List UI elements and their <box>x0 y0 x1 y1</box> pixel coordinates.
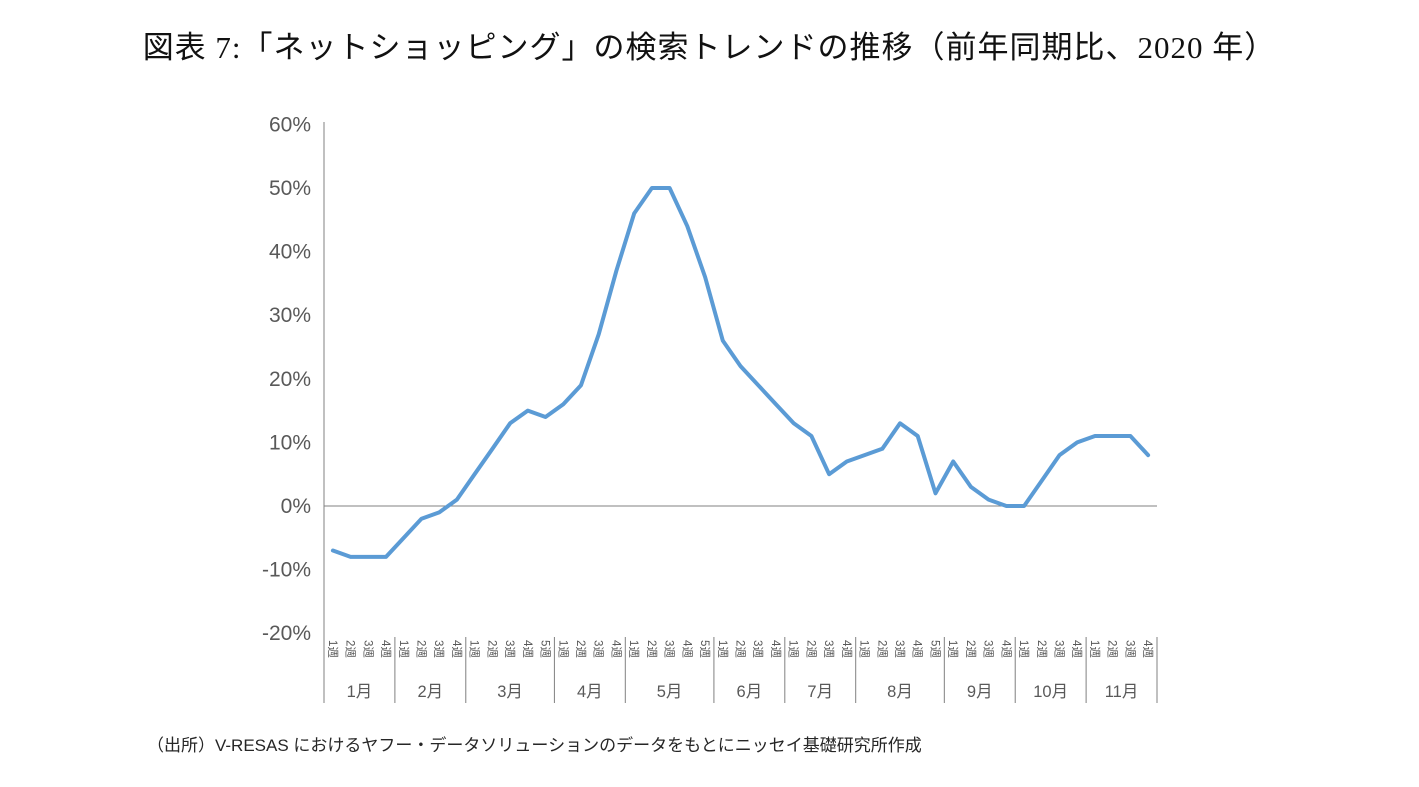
x-week-label: 4週 <box>609 640 622 658</box>
x-week-label: 2週 <box>1035 640 1048 658</box>
x-week-label: 2週 <box>574 640 587 658</box>
y-tick-label: 40% <box>269 241 311 264</box>
x-week-label: 4週 <box>521 640 534 658</box>
x-week-label: 1週 <box>627 640 640 658</box>
x-week-label: 3週 <box>1123 640 1136 658</box>
x-month-label: 9月 <box>967 683 993 701</box>
x-month-label: 7月 <box>807 683 833 701</box>
x-week-label: 4週 <box>911 640 924 658</box>
x-month-label: 2月 <box>417 683 443 701</box>
x-week-label: 3週 <box>982 640 995 658</box>
x-week-label: 2週 <box>875 640 888 658</box>
x-week-label: 2週 <box>414 640 427 658</box>
x-week-label: 1週 <box>946 640 959 658</box>
x-week-label: 1週 <box>468 640 481 658</box>
x-week-label: 3週 <box>592 640 605 658</box>
chart-title: 図表 7:「ネットショッピング」の検索トレンドの推移（前年同期比、2020 年） <box>142 30 1277 65</box>
x-month-label: 6月 <box>737 683 763 701</box>
x-month-label: 3月 <box>497 683 523 701</box>
x-week-label: 1週 <box>397 640 410 658</box>
y-tick-label: 50% <box>269 177 311 200</box>
x-week-label: 1週 <box>556 640 569 658</box>
x-week-label: 1週 <box>1017 640 1030 658</box>
x-week-label: 5週 <box>928 640 941 658</box>
x-week-label: 5週 <box>698 640 711 658</box>
x-week-label: 1週 <box>858 640 871 658</box>
x-month-label: 11月 <box>1105 683 1139 701</box>
x-week-label: 2週 <box>344 640 357 658</box>
x-week-label: 3週 <box>361 640 374 658</box>
x-week-label: 4週 <box>379 640 392 658</box>
y-tick-label: 30% <box>269 304 311 327</box>
x-week-label: 3週 <box>822 640 835 658</box>
x-week-label: 5週 <box>539 640 552 658</box>
x-week-label: 4週 <box>680 640 693 658</box>
y-tick-label: 20% <box>269 368 311 391</box>
x-week-label: 2週 <box>645 640 658 658</box>
x-week-label: 3週 <box>432 640 445 658</box>
x-week-label: 3週 <box>1053 640 1066 658</box>
y-tick-label: 60% <box>269 113 311 136</box>
y-tick-label: 0% <box>281 495 311 518</box>
y-tick-label: -20% <box>262 622 311 645</box>
x-month-label: 8月 <box>887 683 913 701</box>
x-week-label: 1週 <box>716 640 729 658</box>
x-month-label: 5月 <box>657 683 683 701</box>
trend-line <box>330 186 1151 559</box>
x-week-label: 3週 <box>663 640 676 658</box>
x-week-label: 1週 <box>326 640 339 658</box>
x-week-label: 2週 <box>734 640 747 658</box>
x-week-label: 1週 <box>1088 640 1101 658</box>
x-month-label: 10月 <box>1033 683 1068 701</box>
x-week-label: 2週 <box>485 640 498 658</box>
x-week-label: 4週 <box>999 640 1012 658</box>
x-week-label: 4週 <box>450 640 463 658</box>
x-week-label: 3週 <box>893 640 906 658</box>
x-week-label: 2週 <box>804 640 817 658</box>
x-week-label: 4週 <box>769 640 782 658</box>
x-week-label: 2週 <box>1106 640 1119 658</box>
source-note: （出所）V-RESAS におけるヤフー・データソリューションのデータをもとにニッ… <box>147 736 922 755</box>
x-week-label: 4週 <box>1141 640 1154 658</box>
x-week-label: 1週 <box>787 640 800 658</box>
y-tick-label: -10% <box>262 559 311 582</box>
x-month-label: 1月 <box>347 683 373 701</box>
x-week-label: 2週 <box>964 640 977 658</box>
x-month-label: 4月 <box>577 683 603 701</box>
y-tick-label: 10% <box>269 431 311 454</box>
x-week-label: 3週 <box>503 640 516 658</box>
x-week-label: 3週 <box>751 640 764 658</box>
x-week-label: 4週 <box>840 640 853 658</box>
x-week-label: 4週 <box>1070 640 1083 658</box>
